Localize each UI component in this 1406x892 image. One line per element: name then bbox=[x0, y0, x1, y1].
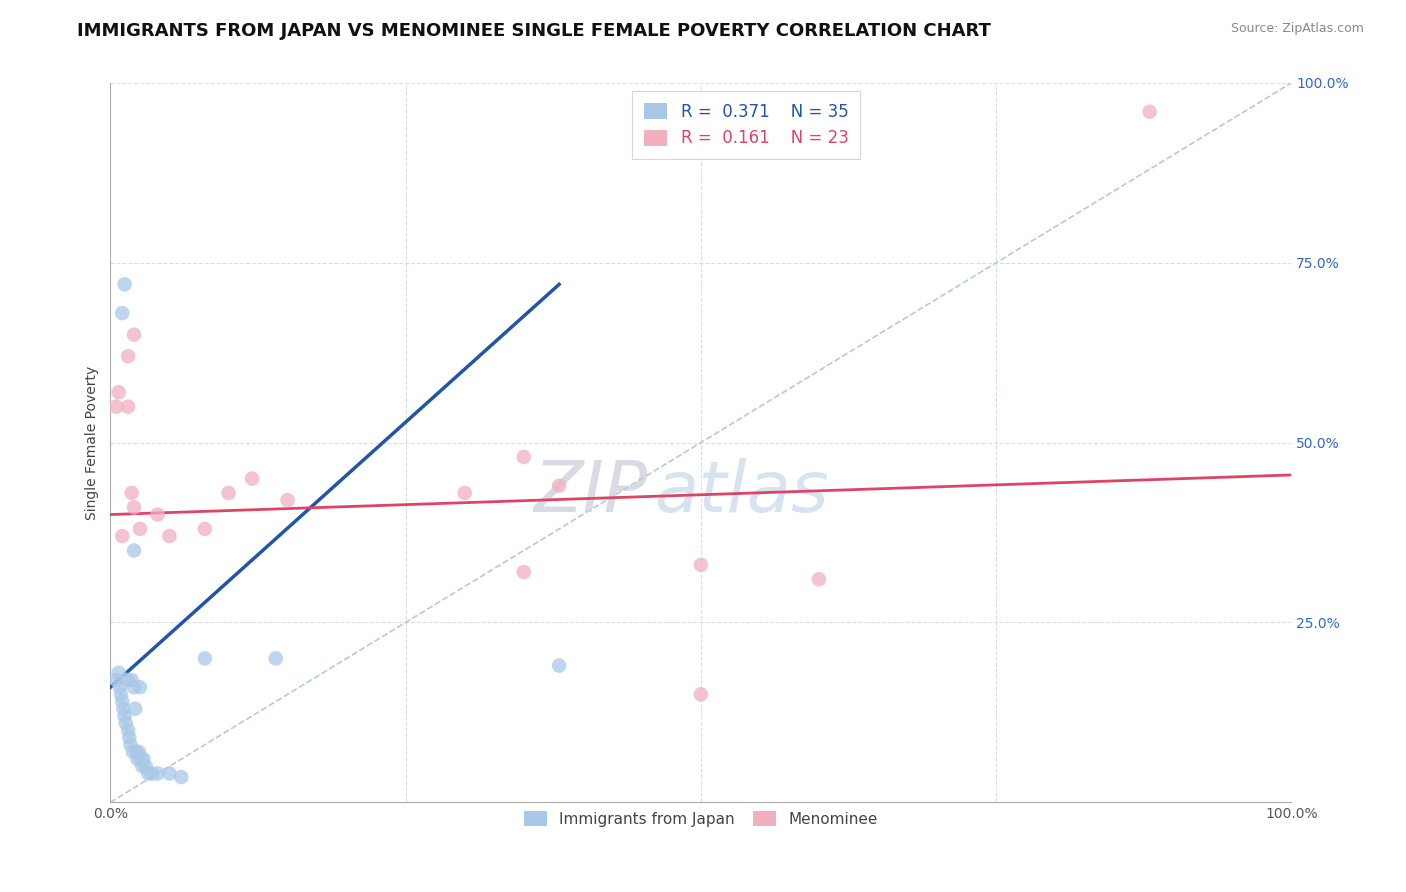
Point bbox=[170, 770, 193, 784]
Point bbox=[114, 277, 136, 292]
Point bbox=[122, 500, 145, 515]
Point bbox=[129, 680, 152, 694]
Point bbox=[689, 558, 711, 572]
Point bbox=[512, 565, 534, 579]
Point bbox=[120, 738, 142, 752]
Point bbox=[689, 687, 711, 701]
Point bbox=[127, 752, 149, 766]
Point bbox=[128, 745, 150, 759]
Point bbox=[114, 716, 136, 731]
Point bbox=[194, 522, 217, 536]
Point bbox=[277, 493, 299, 508]
Point bbox=[141, 766, 163, 780]
Y-axis label: Single Female Poverty: Single Female Poverty bbox=[86, 366, 100, 520]
Point bbox=[548, 479, 571, 493]
Point bbox=[548, 658, 571, 673]
Point bbox=[117, 400, 139, 414]
Point bbox=[118, 731, 141, 745]
Point bbox=[131, 759, 153, 773]
Point bbox=[136, 766, 159, 780]
Point bbox=[125, 745, 148, 759]
Point bbox=[159, 529, 181, 543]
Point bbox=[111, 694, 134, 708]
Point bbox=[146, 766, 169, 780]
Point bbox=[132, 752, 155, 766]
Point bbox=[107, 665, 129, 680]
Point bbox=[194, 651, 217, 665]
Point bbox=[122, 543, 145, 558]
Point bbox=[112, 702, 135, 716]
Point bbox=[121, 673, 143, 687]
Point bbox=[124, 702, 146, 716]
Point bbox=[122, 680, 145, 694]
Legend: Immigrants from Japan, Menominee: Immigrants from Japan, Menominee bbox=[516, 804, 886, 834]
Point bbox=[111, 529, 134, 543]
Point bbox=[121, 745, 143, 759]
Point bbox=[121, 486, 143, 500]
Point bbox=[122, 327, 145, 342]
Point bbox=[146, 508, 169, 522]
Point bbox=[159, 766, 181, 780]
Point bbox=[115, 673, 138, 687]
Point bbox=[240, 472, 263, 486]
Point bbox=[105, 400, 128, 414]
Text: IMMIGRANTS FROM JAPAN VS MENOMINEE SINGLE FEMALE POVERTY CORRELATION CHART: IMMIGRANTS FROM JAPAN VS MENOMINEE SINGL… bbox=[77, 22, 991, 40]
Point bbox=[1139, 104, 1161, 119]
Point bbox=[264, 651, 287, 665]
Text: Source: ZipAtlas.com: Source: ZipAtlas.com bbox=[1230, 22, 1364, 36]
Point bbox=[454, 486, 477, 500]
Point bbox=[512, 450, 534, 464]
Point bbox=[110, 687, 132, 701]
Point bbox=[108, 680, 131, 694]
Point bbox=[129, 522, 152, 536]
Text: ZIP: ZIP bbox=[533, 458, 648, 527]
Point bbox=[218, 486, 240, 500]
Text: atlas: atlas bbox=[654, 458, 828, 527]
Point bbox=[117, 723, 139, 738]
Point bbox=[114, 709, 136, 723]
Point bbox=[111, 306, 134, 320]
Point bbox=[129, 752, 152, 766]
Point bbox=[135, 759, 157, 773]
Point bbox=[807, 572, 830, 586]
Point bbox=[117, 349, 139, 363]
Point bbox=[105, 673, 128, 687]
Point bbox=[107, 385, 129, 400]
